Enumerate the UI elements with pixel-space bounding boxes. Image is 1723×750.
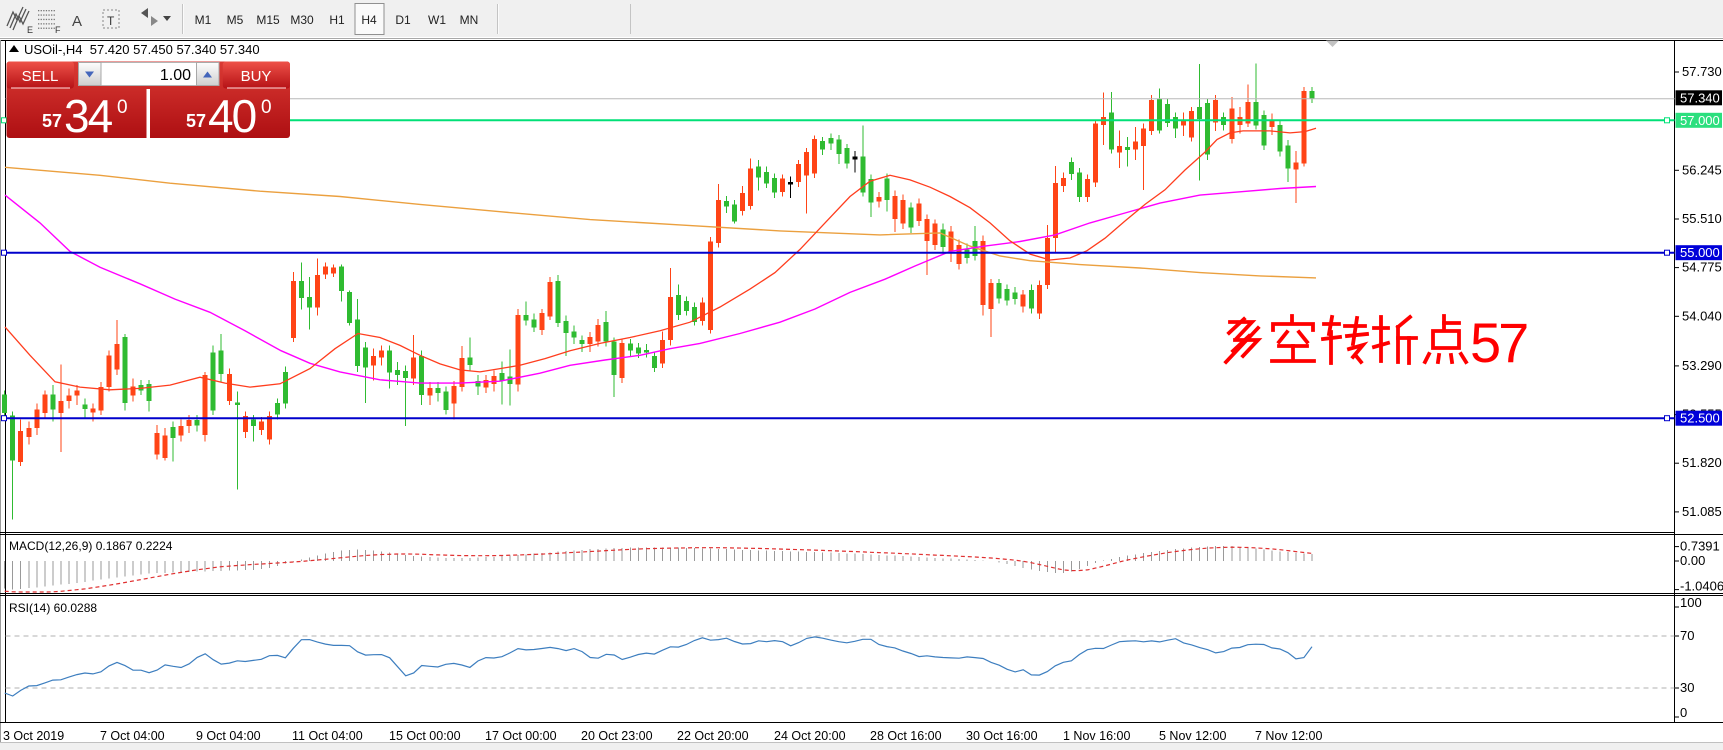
svg-text:54.775: 54.775 xyxy=(1682,260,1722,275)
svg-text:56.245: 56.245 xyxy=(1682,162,1722,177)
svg-text:0: 0 xyxy=(117,97,128,118)
svg-text:40: 40 xyxy=(208,90,256,142)
svg-text:30: 30 xyxy=(1680,680,1694,695)
svg-text:57: 57 xyxy=(186,111,206,131)
svg-text:15 Oct 00:00: 15 Oct 00:00 xyxy=(389,729,461,743)
svg-text:0: 0 xyxy=(1680,705,1687,720)
svg-text:11 Oct 04:00: 11 Oct 04:00 xyxy=(292,729,363,743)
svg-text:57: 57 xyxy=(1470,311,1527,374)
svg-text:53.290: 53.290 xyxy=(1682,358,1722,373)
svg-text:MN: MN xyxy=(460,13,479,27)
svg-text:1 Nov 16:00: 1 Nov 16:00 xyxy=(1063,729,1130,743)
svg-text:BUY: BUY xyxy=(241,68,272,85)
svg-text:0: 0 xyxy=(261,97,272,118)
svg-text:70: 70 xyxy=(1680,628,1694,643)
svg-text:55.000: 55.000 xyxy=(1680,245,1720,260)
svg-text:51.085: 51.085 xyxy=(1682,504,1722,519)
svg-text:9 Oct 04:00: 9 Oct 04:00 xyxy=(196,729,261,743)
svg-text:USOil-,H4 57.420 57.450 57.34: USOil-,H4 57.420 57.450 57.340 57.340 xyxy=(24,42,260,57)
svg-text:17 Oct 00:00: 17 Oct 00:00 xyxy=(485,729,557,743)
svg-text:30 Oct 16:00: 30 Oct 16:00 xyxy=(966,729,1038,743)
svg-text:57: 57 xyxy=(42,111,62,131)
svg-text:28 Oct 16:00: 28 Oct 16:00 xyxy=(870,729,942,743)
svg-text:A: A xyxy=(72,13,82,30)
svg-text:57.340: 57.340 xyxy=(1680,90,1720,105)
svg-text:3 Oct 2019: 3 Oct 2019 xyxy=(3,729,64,743)
svg-text:MACD(12,26,9) 0.1867 0.2224: MACD(12,26,9) 0.1867 0.2224 xyxy=(9,539,173,553)
svg-text:7 Nov 12:00: 7 Nov 12:00 xyxy=(1255,729,1322,743)
svg-text:T: T xyxy=(107,14,115,28)
svg-text:52.500: 52.500 xyxy=(1680,411,1720,426)
svg-text:M30: M30 xyxy=(290,13,314,27)
svg-text:M1: M1 xyxy=(195,13,212,27)
svg-text:F: F xyxy=(55,25,61,35)
svg-text:20 Oct 23:00: 20 Oct 23:00 xyxy=(581,729,653,743)
svg-text:D1: D1 xyxy=(395,13,411,27)
svg-text:54.040: 54.040 xyxy=(1682,308,1722,323)
svg-text:0.7391: 0.7391 xyxy=(1680,539,1720,554)
svg-text:7 Oct 04:00: 7 Oct 04:00 xyxy=(100,729,165,743)
svg-text:E: E xyxy=(27,25,33,35)
svg-text:RSI(14) 60.0288: RSI(14) 60.0288 xyxy=(9,601,97,615)
svg-text:-1.0406: -1.0406 xyxy=(1680,579,1723,594)
svg-text:22 Oct 20:00: 22 Oct 20:00 xyxy=(677,729,749,743)
svg-text:1.00: 1.00 xyxy=(160,67,191,84)
svg-text:24 Oct 20:00: 24 Oct 20:00 xyxy=(774,729,846,743)
svg-text:M5: M5 xyxy=(227,13,244,27)
svg-text:100: 100 xyxy=(1680,595,1702,610)
svg-text:55.510: 55.510 xyxy=(1682,211,1722,226)
svg-text:H4: H4 xyxy=(361,13,377,27)
svg-text:51.820: 51.820 xyxy=(1682,455,1722,470)
svg-text:W1: W1 xyxy=(428,13,446,27)
svg-text:M15: M15 xyxy=(256,13,280,27)
svg-text:0.00: 0.00 xyxy=(1680,553,1705,568)
svg-text:5 Nov 12:00: 5 Nov 12:00 xyxy=(1159,729,1226,743)
svg-text:H1: H1 xyxy=(329,13,345,27)
svg-text:57.000: 57.000 xyxy=(1680,113,1720,128)
svg-text:57.730: 57.730 xyxy=(1682,64,1722,79)
svg-text:34: 34 xyxy=(64,90,113,142)
svg-text:SELL: SELL xyxy=(22,68,59,85)
